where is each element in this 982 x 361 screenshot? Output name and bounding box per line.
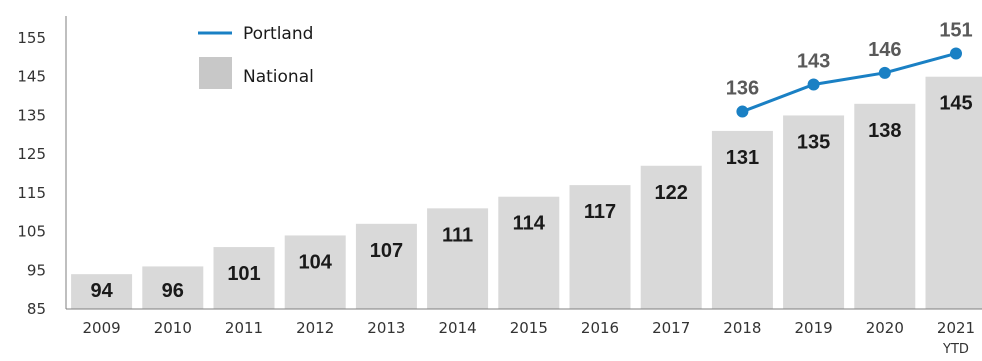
national-bar (427, 208, 489, 309)
national-bar (711, 130, 773, 309)
portland-line-path (741, 52, 957, 113)
national-bar-label: 104 (299, 251, 333, 273)
portland-point-label: 136 (726, 78, 759, 100)
x-tick-label: 2011 (225, 319, 263, 337)
national-bar-label: 96 (162, 280, 184, 302)
national-bar-label: 122 (655, 182, 688, 204)
national-bar (213, 247, 275, 309)
national-bar (71, 274, 133, 309)
x-tick-label: 2010 (154, 319, 192, 337)
x-tick-label: 2020 (866, 319, 904, 337)
y-axis: 85 95 105 115 125 135 145 155 (17, 16, 67, 318)
y-tick-label: 155 (17, 29, 46, 47)
national-bar-label: 94 (90, 280, 113, 302)
national-bar (498, 196, 560, 309)
y-tick-label: 145 (17, 68, 46, 86)
y-tick-label: 85 (27, 300, 46, 318)
national-bar-label: 107 (370, 240, 403, 262)
legend: Portland National (198, 24, 314, 89)
x-tick-label: 2012 (296, 319, 334, 337)
portland-point-label: 151 (939, 19, 972, 41)
portland-line: 136 143 146 151 (726, 19, 973, 118)
portland-point (950, 47, 962, 60)
national-bar (569, 185, 631, 309)
portland-point (807, 78, 820, 91)
y-tick-label: 95 (27, 261, 46, 279)
legend-national-label: National (243, 67, 314, 87)
x-tick-label: 2013 (367, 319, 405, 337)
national-bar (854, 103, 916, 309)
national-bar-label: 101 (227, 263, 260, 285)
national-bar (640, 165, 702, 309)
x-tick-label: 2015 (510, 319, 548, 337)
national-bar-label: 131 (726, 147, 759, 169)
y-tick-label: 115 (17, 184, 46, 202)
national-bar (284, 235, 346, 309)
national-bar (925, 76, 982, 309)
x-tick-label: 2014 (439, 319, 477, 337)
legend-portland-label: Portland (243, 24, 313, 44)
y-tick-label: 125 (17, 145, 46, 163)
x-tick-label: 2017 (652, 319, 690, 337)
x-tick-sublabel: YTD (942, 342, 969, 357)
national-bar-label: 117 (584, 201, 616, 223)
y-tick-label: 105 (17, 223, 46, 241)
portland-point (878, 66, 891, 79)
portland-point (736, 105, 749, 118)
national-bar (142, 266, 204, 309)
national-bar-label: 135 (797, 131, 830, 153)
portland-point-label: 143 (797, 50, 830, 72)
x-tick-label: 2021 (937, 319, 975, 337)
y-tick-label: 135 (17, 106, 46, 124)
national-bar (783, 115, 845, 309)
national-bar-label: 114 (513, 213, 546, 235)
x-tick-label: 2018 (723, 319, 761, 337)
x-tick-label: 2009 (83, 319, 121, 337)
national-bar (355, 223, 417, 309)
national-bar-label: 145 (939, 93, 972, 115)
national-bar-label: 138 (868, 120, 901, 142)
national-bars: 94 96 101 104 107 111 114 117 122 131 135 138 145 (71, 76, 982, 309)
portland-point-label: 146 (868, 39, 901, 61)
x-axis: 2009 2010 2011 2012 2013 2014 2015 2016 2017 2018… (66, 308, 982, 357)
national-bar-label: 111 (442, 224, 473, 246)
x-tick-label: 2016 (581, 319, 619, 337)
legend-national-swatch (199, 57, 232, 89)
x-tick-label: 2019 (795, 319, 833, 337)
